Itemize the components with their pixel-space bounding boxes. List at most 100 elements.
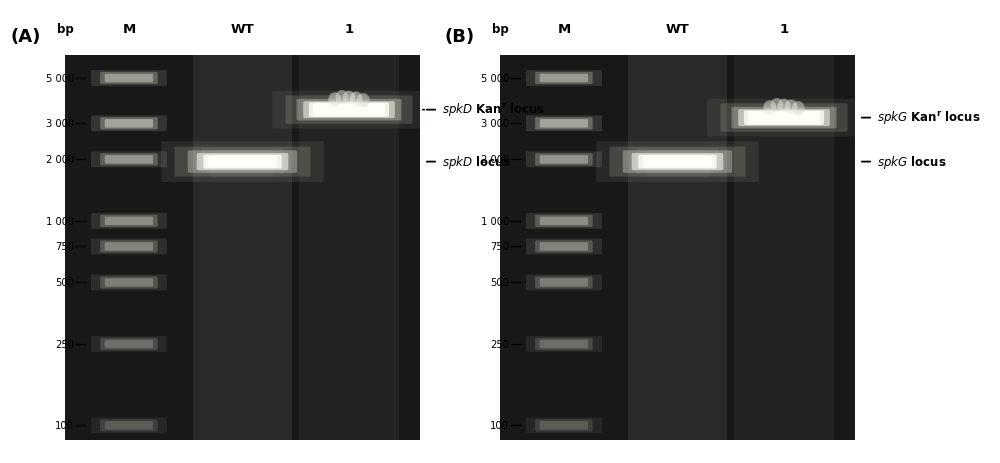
FancyBboxPatch shape: [309, 103, 389, 118]
FancyBboxPatch shape: [100, 118, 158, 130]
FancyBboxPatch shape: [91, 418, 167, 433]
Circle shape: [771, 99, 783, 113]
FancyBboxPatch shape: [313, 104, 385, 117]
FancyBboxPatch shape: [540, 243, 588, 251]
FancyBboxPatch shape: [105, 217, 153, 225]
FancyBboxPatch shape: [105, 243, 153, 251]
Circle shape: [328, 93, 341, 107]
Bar: [193, 56, 292, 440]
Text: 750: 750: [55, 242, 74, 252]
FancyBboxPatch shape: [197, 154, 288, 171]
FancyBboxPatch shape: [638, 155, 717, 169]
FancyBboxPatch shape: [105, 120, 153, 128]
FancyBboxPatch shape: [535, 241, 593, 253]
Circle shape: [763, 101, 776, 115]
Text: 5 000: 5 000: [481, 74, 509, 84]
FancyBboxPatch shape: [596, 142, 759, 182]
Text: M: M: [557, 23, 571, 36]
Text: 5 000: 5 000: [46, 74, 74, 84]
FancyBboxPatch shape: [105, 279, 153, 287]
FancyBboxPatch shape: [526, 152, 602, 168]
FancyBboxPatch shape: [526, 336, 602, 352]
Text: (A): (A): [10, 28, 40, 46]
Text: 1: 1: [344, 23, 354, 36]
FancyBboxPatch shape: [540, 120, 588, 128]
FancyBboxPatch shape: [91, 213, 167, 229]
FancyBboxPatch shape: [535, 338, 593, 350]
FancyBboxPatch shape: [303, 102, 395, 119]
Circle shape: [350, 92, 362, 106]
Text: 100: 100: [55, 420, 74, 431]
Text: M: M: [122, 23, 136, 36]
FancyBboxPatch shape: [203, 155, 282, 169]
Bar: [299, 56, 399, 440]
Text: 250: 250: [490, 339, 509, 349]
FancyBboxPatch shape: [632, 154, 723, 171]
FancyBboxPatch shape: [100, 338, 158, 350]
FancyBboxPatch shape: [91, 336, 167, 352]
FancyBboxPatch shape: [526, 213, 602, 229]
Circle shape: [778, 100, 790, 113]
Text: WT: WT: [231, 23, 254, 36]
FancyBboxPatch shape: [91, 152, 167, 168]
Circle shape: [357, 94, 370, 108]
Text: bp: bp: [492, 23, 509, 36]
FancyBboxPatch shape: [175, 147, 310, 177]
Text: WT: WT: [666, 23, 689, 36]
FancyBboxPatch shape: [91, 116, 167, 132]
FancyBboxPatch shape: [526, 275, 602, 291]
Text: $\mathit{spkD}$ Kan$^\mathregular{r}$ locus: $\mathit{spkD}$ Kan$^\mathregular{r}$ lo…: [442, 102, 545, 119]
FancyBboxPatch shape: [188, 151, 297, 174]
FancyBboxPatch shape: [535, 277, 593, 289]
FancyBboxPatch shape: [526, 239, 602, 255]
FancyBboxPatch shape: [210, 152, 275, 177]
FancyBboxPatch shape: [526, 418, 602, 433]
Text: bp: bp: [57, 23, 74, 36]
FancyBboxPatch shape: [720, 104, 848, 132]
FancyBboxPatch shape: [748, 112, 820, 125]
FancyBboxPatch shape: [535, 419, 593, 432]
Text: 1 000: 1 000: [46, 216, 74, 226]
FancyBboxPatch shape: [105, 340, 153, 349]
FancyBboxPatch shape: [100, 419, 158, 432]
FancyBboxPatch shape: [535, 73, 593, 85]
FancyBboxPatch shape: [272, 92, 426, 129]
FancyBboxPatch shape: [540, 156, 588, 164]
FancyBboxPatch shape: [540, 217, 588, 225]
FancyBboxPatch shape: [100, 241, 158, 253]
Circle shape: [343, 92, 355, 106]
FancyBboxPatch shape: [201, 149, 284, 174]
FancyBboxPatch shape: [645, 152, 710, 177]
Text: 1: 1: [779, 23, 789, 36]
FancyBboxPatch shape: [610, 147, 745, 177]
Circle shape: [792, 102, 805, 116]
FancyBboxPatch shape: [105, 75, 153, 83]
FancyBboxPatch shape: [297, 100, 401, 121]
FancyBboxPatch shape: [161, 142, 324, 182]
FancyBboxPatch shape: [540, 75, 588, 83]
Text: 2 000: 2 000: [46, 155, 74, 165]
Text: 250: 250: [55, 339, 74, 349]
FancyBboxPatch shape: [526, 116, 602, 132]
FancyBboxPatch shape: [540, 421, 588, 430]
Text: $\mathit{spkD}$ locus: $\mathit{spkD}$ locus: [442, 154, 511, 171]
Text: 3 000: 3 000: [481, 119, 509, 129]
Text: 2 000: 2 000: [481, 155, 509, 165]
Text: 500: 500: [490, 278, 509, 288]
Text: $\mathit{spkG}$ Kan$^\mathregular{r}$ locus: $\mathit{spkG}$ Kan$^\mathregular{r}$ lo…: [877, 110, 980, 127]
Circle shape: [336, 91, 348, 105]
Text: 3 000: 3 000: [46, 119, 74, 129]
Text: $\mathit{spkG}$ locus: $\mathit{spkG}$ locus: [877, 154, 946, 171]
FancyBboxPatch shape: [285, 96, 413, 125]
Text: 750: 750: [490, 242, 509, 252]
Circle shape: [785, 100, 797, 114]
Text: 500: 500: [55, 278, 74, 288]
FancyBboxPatch shape: [623, 151, 732, 174]
Text: (B): (B): [445, 28, 475, 46]
FancyBboxPatch shape: [540, 279, 588, 287]
FancyBboxPatch shape: [707, 100, 861, 137]
FancyBboxPatch shape: [535, 215, 593, 227]
FancyBboxPatch shape: [535, 154, 593, 166]
FancyBboxPatch shape: [732, 107, 836, 129]
FancyBboxPatch shape: [526, 71, 602, 87]
